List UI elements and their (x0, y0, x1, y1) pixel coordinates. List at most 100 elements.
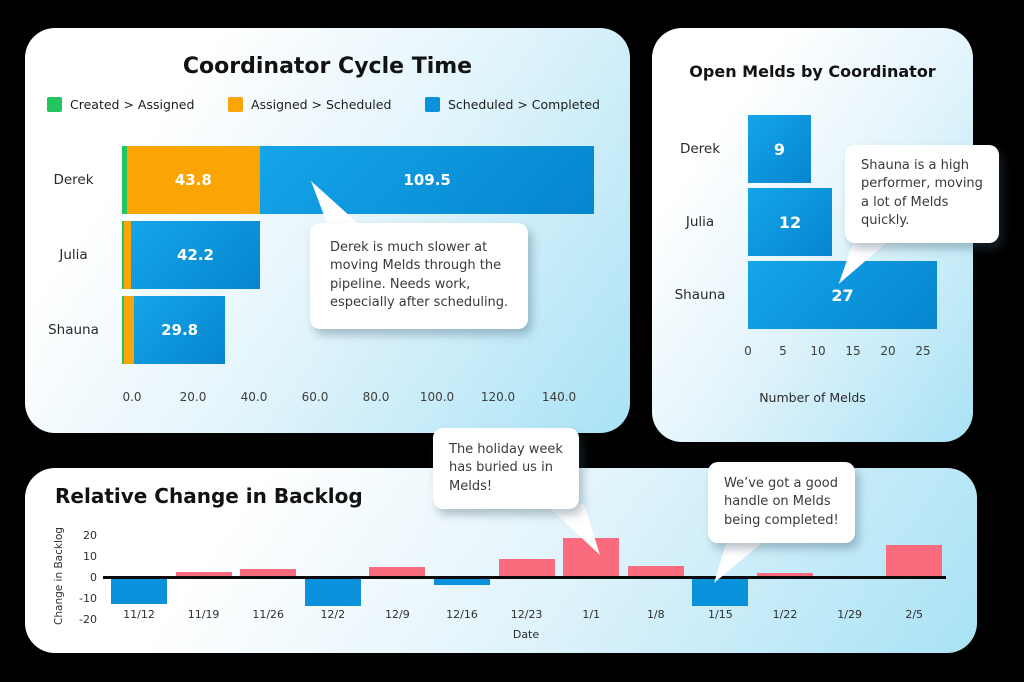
x-tick-label: 12/9 (385, 608, 410, 621)
x-tick-label: 1/1 (582, 608, 601, 621)
legend-swatch (47, 97, 62, 112)
bar: 9 (748, 115, 811, 183)
bar (627, 565, 684, 576)
category-label: Derek (53, 172, 94, 188)
derek-callout-bubble: Derek is much slower at moving Melds thr… (310, 223, 529, 329)
x-tick-label: 60.0 (301, 390, 329, 404)
bar (240, 568, 297, 576)
x-tick-label: 11/19 (187, 608, 220, 621)
bar-segment (122, 221, 124, 289)
bar-value-label: 29.8 (161, 321, 199, 339)
backlog-y-axis-label: Change in Backlog (53, 527, 65, 625)
bar-value-label: 9 (773, 139, 786, 159)
bar (886, 544, 943, 576)
x-tick-label: 25 (915, 344, 931, 358)
bar-row: Julia 42.2 (25, 221, 630, 289)
cycle-time-title: Coordinator Cycle Time (182, 54, 473, 79)
bar-segment (122, 146, 127, 214)
open-melds-title: Open Melds by Coordinator (689, 62, 936, 81)
bar-segment: 42.2 (131, 221, 260, 289)
x-tick-label: 1/22 (772, 608, 798, 621)
bar (757, 572, 813, 576)
bar-row: Shauna 29.8 (25, 296, 630, 364)
bar-row: Derek 9 (652, 115, 973, 183)
y-tick-label: 0 (90, 571, 97, 584)
x-tick-label: 11/26 (252, 608, 285, 621)
x-tick-label: 2/5 (905, 608, 924, 621)
x-tick-label: 100.0 (419, 390, 455, 404)
legend-item: Created > Assigned (47, 97, 194, 112)
legend-swatch (425, 97, 440, 112)
y-tick-label: -10 (79, 592, 97, 605)
bar (692, 579, 749, 607)
legend-item: Assigned > Scheduled (228, 97, 391, 112)
bar-segment: 43.8 (126, 146, 261, 214)
x-tick-label: 15 (845, 344, 861, 358)
bar-segment: 109.5 (260, 146, 595, 214)
bar-value-label: 43.8 (174, 171, 212, 189)
x-tick-label: 40.0 (240, 390, 268, 404)
category-label: Derek (679, 141, 721, 157)
x-tick-label: 12/23 (510, 608, 543, 621)
open-melds-plot: Derek 9 Julia 12 Shauna 27 (652, 115, 973, 334)
legend-label: Created > Assigned (70, 97, 195, 112)
backlog-x-axis-label: Date (512, 628, 540, 641)
cycle-time-card: Coordinator Cycle Time Created > Assigne… (25, 28, 630, 433)
bar (369, 566, 426, 576)
bar-row: Derek 43.8 109.5 (25, 146, 630, 214)
bar-value-label: 12 (778, 212, 802, 232)
category-label: Shauna (48, 322, 99, 338)
x-tick-label: 0.0 (122, 390, 142, 404)
x-tick-label: 12/16 (446, 608, 478, 621)
cycle-time-plot: Derek 43.8 109.5 Julia 42.2 Shauna 29.8 (25, 146, 630, 371)
legend-item: Scheduled > Completed (425, 97, 600, 112)
open-melds-x-axis: 0 5 10 15 20 25 (744, 344, 973, 362)
stacked-bar: 29.8 (122, 296, 226, 364)
backlog-zero-line (103, 576, 946, 579)
x-tick-label: 20 (880, 344, 896, 358)
x-tick-label: 140.0 (541, 390, 577, 404)
stacked-bar: 42.2 (122, 221, 260, 289)
cycle-time-x-axis: 0.0 20.0 40.0 60.0 80.0 100.0 120.0 140.0 (122, 390, 630, 408)
bar-segment (123, 296, 135, 364)
bar-segment (123, 221, 132, 289)
bar (434, 579, 490, 586)
y-tick-label: 10 (83, 550, 97, 563)
backlog-title: Relative Change in Backlog (55, 484, 363, 508)
x-tick-label: 5 (779, 344, 787, 358)
category-label: Shauna (674, 287, 726, 303)
bar-segment: 29.8 (134, 296, 226, 364)
x-tick-label: 20.0 (179, 390, 207, 404)
y-tick-label: -20 (79, 613, 97, 626)
backlog-plot: Change in Backlog Date 20 10 0 -10 -20 11/12 1… (25, 468, 977, 653)
bar-value-label: 109.5 (403, 171, 451, 189)
x-tick-label: 120.0 (480, 390, 516, 404)
holiday-callout-bubble: The holiday week has buried us in Melds! (433, 428, 579, 510)
legend-swatch (228, 97, 244, 112)
bar-row: Shauna 27 (652, 261, 973, 329)
bar: 27 (748, 261, 937, 329)
category-label: Julia (59, 247, 88, 263)
bar (498, 559, 555, 576)
x-tick-label: 1/29 (837, 608, 862, 621)
y-tick-label: 20 (83, 529, 97, 542)
x-tick-label: 80.0 (362, 390, 390, 404)
bar-value-label: 27 (831, 285, 854, 305)
bar: 12 (748, 188, 832, 256)
category-label: Julia (685, 214, 715, 230)
handle-callout-bubble: We’ve got a good handle on Melds being c… (708, 462, 855, 544)
shauna-callout-bubble: Shauna is a high performer, moving a lot… (845, 145, 999, 243)
bar-value-label: 42.2 (176, 246, 214, 264)
bar-row: Julia 12 (652, 188, 973, 256)
bar (175, 571, 232, 576)
x-tick-label: 1/8 (646, 608, 665, 621)
x-tick-label: 12/2 (320, 608, 346, 621)
bar (111, 579, 167, 605)
legend-label: Assigned > Scheduled (251, 97, 392, 112)
x-tick-label: 0 (744, 344, 752, 358)
x-tick-label: 10 (810, 344, 826, 358)
bar (304, 579, 361, 607)
legend-label: Scheduled > Completed (448, 97, 600, 112)
bar-segment (122, 296, 124, 364)
x-tick-label: 1/15 (708, 608, 733, 621)
